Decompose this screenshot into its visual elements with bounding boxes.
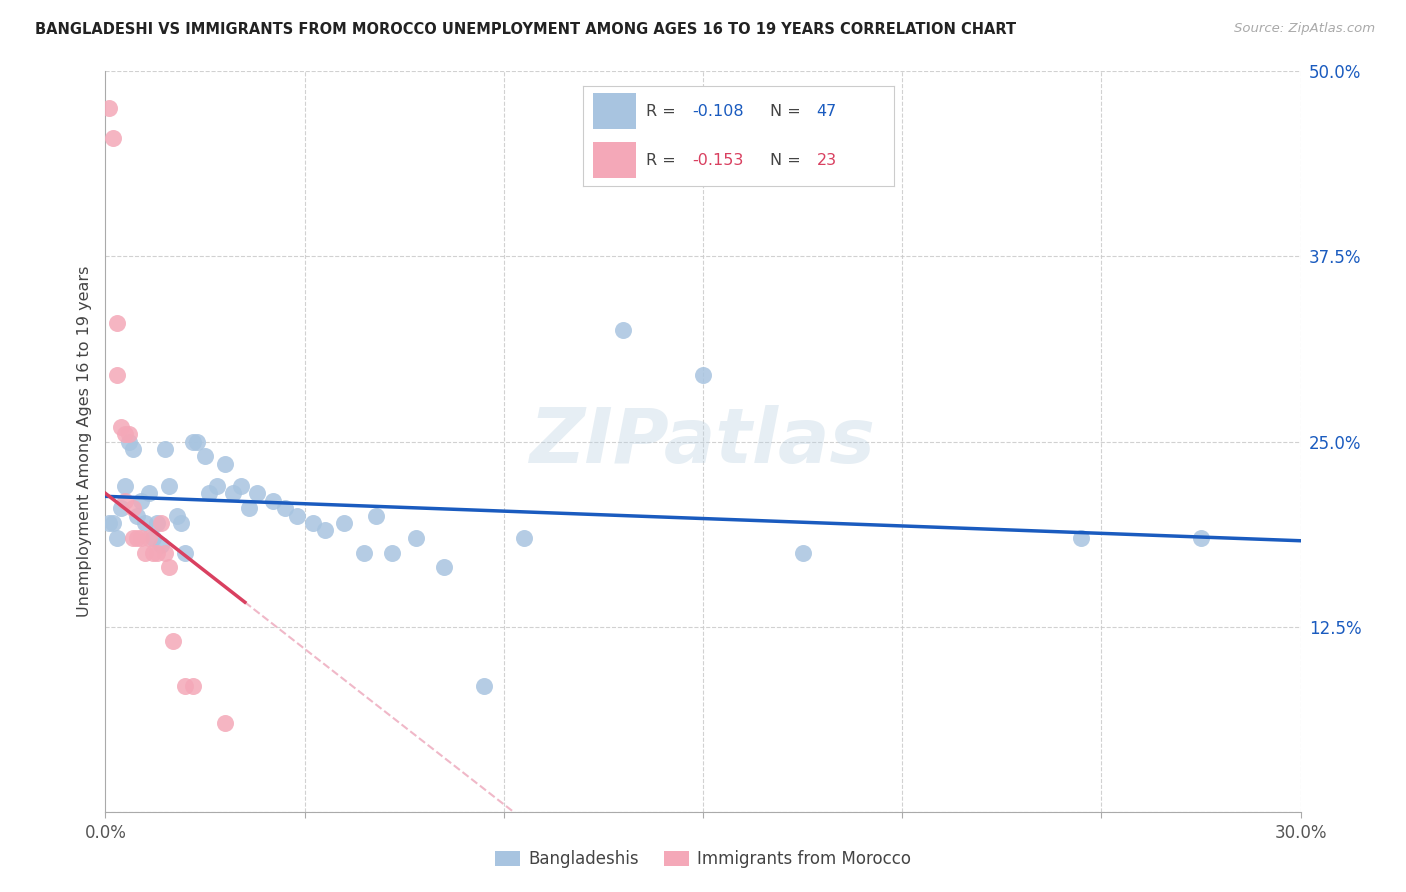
Point [285,508,308,523]
Point [181,679,204,693]
Point [110,419,132,434]
Point [142,531,165,545]
Point [153,442,177,456]
Point [366,508,388,523]
Point [174,546,197,560]
Point [166,508,188,523]
Text: BANGLADESHI VS IMMIGRANTS FROM MOROCCO UNEMPLOYMENT AMONG AGES 16 TO 19 YEARS CO: BANGLADESHI VS IMMIGRANTS FROM MOROCCO U… [35,22,1017,37]
Point [1189,531,1212,545]
Point [127,531,149,545]
Point [118,427,141,442]
Point [381,546,404,560]
Point [118,434,141,449]
Point [114,479,136,493]
Point [107,316,129,330]
Point [146,546,169,560]
Point [513,531,536,545]
Point [170,516,193,530]
Point [229,479,252,493]
Point [433,560,456,574]
Point [103,516,125,530]
Point [138,531,160,545]
Y-axis label: Unemployment Among Ages 16 to 19 years: Unemployment Among Ages 16 to 19 years [76,266,91,617]
Point [150,516,173,530]
Point [98,102,121,116]
Point [186,434,208,449]
Point [138,486,160,500]
Point [122,531,145,545]
Point [205,479,228,493]
Point [107,368,129,382]
Point [107,531,129,545]
Point [792,546,814,560]
Point [153,546,177,560]
Point [222,486,245,500]
Legend: Bangladeshis, Immigrants from Morocco: Bangladeshis, Immigrants from Morocco [488,844,918,875]
Point [122,501,145,516]
Point [405,531,427,545]
Point [162,634,184,648]
Point [692,368,714,382]
Point [114,427,136,442]
Point [1070,531,1092,545]
Point [353,546,375,560]
Point [214,715,236,730]
Point [129,493,153,508]
Point [129,531,153,545]
Point [301,516,323,530]
Point [238,501,260,516]
Point [98,516,121,530]
Point [157,479,180,493]
Point [472,679,495,693]
Point [181,434,204,449]
Point [134,546,156,560]
Point [110,501,132,516]
Text: ZIPatlas: ZIPatlas [530,405,876,478]
Point [174,679,197,693]
Point [612,324,634,338]
Point [122,442,145,456]
Point [146,516,169,530]
Point [198,486,221,500]
Point [246,486,269,500]
Point [333,516,356,530]
Point [142,546,165,560]
Point [150,538,173,552]
Point [262,493,284,508]
Text: Source: ZipAtlas.com: Source: ZipAtlas.com [1234,22,1375,36]
Point [103,131,125,145]
Point [127,508,149,523]
Point [134,516,156,530]
Point [214,457,236,471]
Point [194,450,217,464]
Point [314,524,336,538]
Point [273,501,295,516]
Point [157,560,180,574]
Point [114,493,136,508]
